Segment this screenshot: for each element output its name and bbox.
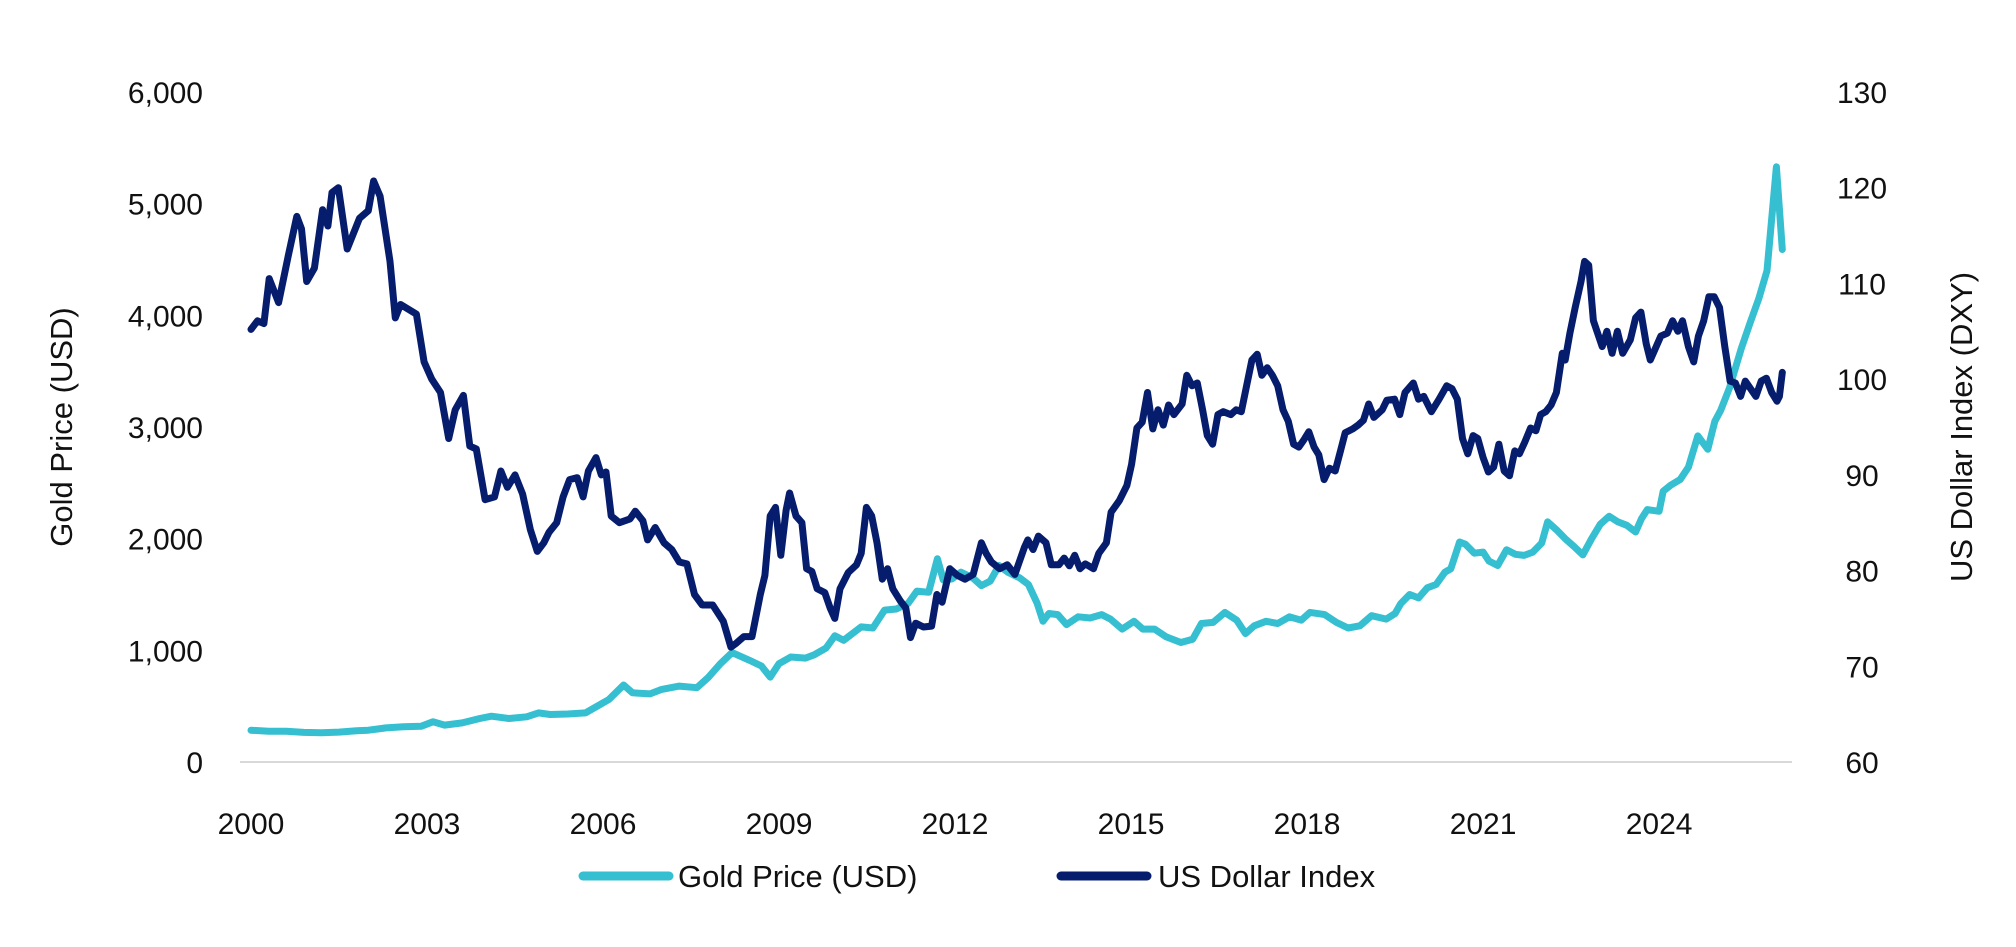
x-tick-label: 2003 — [394, 808, 461, 841]
left-tick-label: 2,000 — [128, 524, 203, 557]
x-tick-label: 2021 — [1450, 808, 1517, 841]
legend-item-dxy: US Dollar Index — [1056, 859, 1376, 894]
x-tick-label: 2009 — [746, 808, 813, 841]
right-tick-label: 80 — [1845, 556, 1878, 589]
x-tick-label: 2015 — [1098, 808, 1165, 841]
left-axis-ticks: 0 1,000 2,000 3,000 4,000 5,000 6,000 — [128, 77, 203, 780]
x-axis-ticks: 2000 2003 2006 2009 2012 2015 2018 2021 2024 — [218, 808, 1693, 841]
legend-label-dxy: US Dollar Index — [1158, 859, 1376, 894]
right-axis-ticks: 60 70 80 90 100 110 120 130 — [1837, 77, 1887, 780]
left-tick-label: 0 — [186, 747, 203, 780]
x-tick-label: 2018 — [1274, 808, 1341, 841]
left-axis-title: Gold Price (USD) — [44, 307, 79, 546]
gold-price-line — [247, 163, 1786, 737]
legend: Gold Price (USD) US Dollar Index — [578, 859, 1376, 894]
left-tick-label: 1,000 — [128, 635, 203, 668]
left-tick-label: 4,000 — [128, 300, 203, 333]
x-tick-label: 2006 — [570, 808, 637, 841]
x-tick-label: 2000 — [218, 808, 285, 841]
left-tick-label: 5,000 — [128, 189, 203, 222]
legend-item-gold: Gold Price (USD) — [578, 859, 917, 894]
legend-label-gold: Gold Price (USD) — [678, 859, 917, 894]
right-tick-label: 60 — [1845, 747, 1878, 780]
right-axis-title: US Dollar Index (DXY) — [1944, 272, 1979, 582]
series-layer — [247, 163, 1786, 737]
us-dollar-index-line — [247, 177, 1786, 651]
x-tick-label: 2012 — [922, 808, 989, 841]
right-tick-label: 130 — [1837, 77, 1887, 110]
right-tick-label: 100 — [1837, 364, 1887, 397]
left-tick-label: 6,000 — [128, 77, 203, 110]
right-tick-label: 70 — [1845, 651, 1878, 684]
right-tick-label: 110 — [1838, 268, 1886, 301]
x-tick-label: 2024 — [1626, 808, 1693, 841]
right-tick-label: 120 — [1837, 173, 1887, 206]
right-tick-label: 90 — [1845, 460, 1878, 493]
left-tick-label: 3,000 — [128, 412, 203, 445]
